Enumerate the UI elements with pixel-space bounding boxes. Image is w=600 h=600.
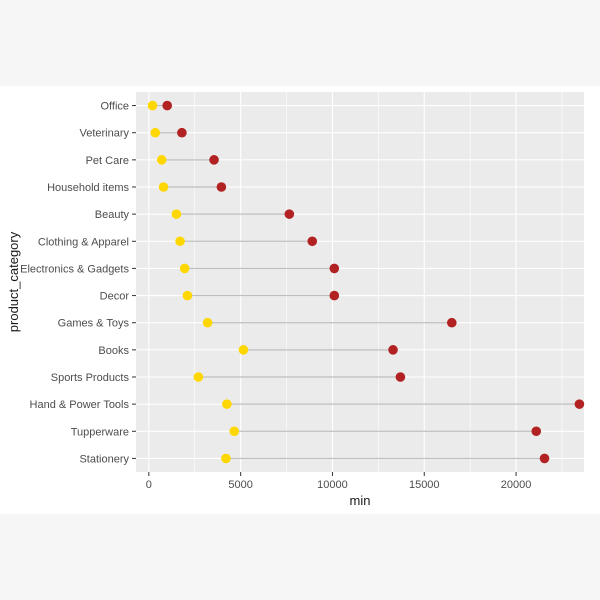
max-point — [307, 236, 318, 247]
y-tick-label: Stationery — [79, 453, 129, 465]
max-point — [447, 317, 457, 328]
chart-figure: Office Veterinary Pet Care Household items B… — [0, 86, 600, 514]
min-point — [179, 263, 190, 274]
x-axis: 0 5000 10000 15000 20000 — [146, 472, 532, 491]
y-tick-label: Games & Toys — [58, 318, 130, 330]
min-point — [182, 290, 193, 301]
max-point — [216, 182, 227, 192]
minor-gridlines — [194, 92, 563, 472]
x-tick-label: 15000 — [409, 479, 440, 491]
min-point — [147, 100, 158, 111]
max-point — [209, 155, 219, 165]
y-tick-label: Decor — [100, 291, 130, 303]
min-point — [156, 155, 167, 165]
segment-lines — [152, 104, 580, 460]
x-tick-label: 0 — [146, 479, 152, 491]
y-tick-label: Beauty — [95, 209, 130, 221]
min-point — [221, 453, 231, 464]
y-tick-label: Office — [100, 101, 129, 113]
y-tick-label: Household items — [47, 182, 129, 194]
y-axis: Office Veterinary Pet Care Household items B… — [20, 101, 136, 465]
max-point — [177, 127, 187, 138]
x-axis-title: min — [350, 493, 371, 508]
x-tick-label: 5000 — [228, 479, 252, 491]
max-point — [162, 100, 173, 111]
y-tick-label: Tupperware — [71, 426, 129, 438]
min-point — [158, 182, 169, 192]
max-point — [329, 290, 340, 301]
x-tick-label: 20000 — [501, 479, 532, 491]
y-tick-label: Books — [98, 345, 129, 357]
min-point — [202, 317, 213, 328]
y-tick-label: Sports Products — [51, 372, 130, 384]
max-point — [388, 345, 398, 355]
y-tick-label: Clothing & Apparel — [38, 236, 129, 248]
y-tick-label: Hand & Power Tools — [30, 399, 130, 411]
y-tick-label: Pet Care — [86, 155, 129, 167]
y-tick-label: Electronics & Gadgets — [20, 263, 129, 275]
min-point — [175, 236, 185, 247]
max-point — [574, 399, 585, 409]
max-point — [539, 453, 550, 464]
min-point — [222, 399, 232, 409]
min-point — [238, 345, 249, 355]
max-point — [329, 263, 340, 274]
min-point — [229, 426, 240, 437]
max-point — [395, 372, 406, 382]
data-points — [147, 100, 585, 464]
min-point — [171, 209, 182, 219]
dumbbell-chart: Office Veterinary Pet Care Household items B… — [6, 92, 585, 508]
x-tick-label: 10000 — [317, 479, 348, 491]
y-tick-label: Veterinary — [79, 128, 129, 140]
max-point — [284, 209, 295, 219]
min-point — [150, 127, 161, 138]
plot-panel — [136, 92, 584, 472]
min-point — [193, 372, 204, 382]
max-point — [531, 426, 542, 437]
y-axis-title: product_category — [6, 231, 21, 332]
